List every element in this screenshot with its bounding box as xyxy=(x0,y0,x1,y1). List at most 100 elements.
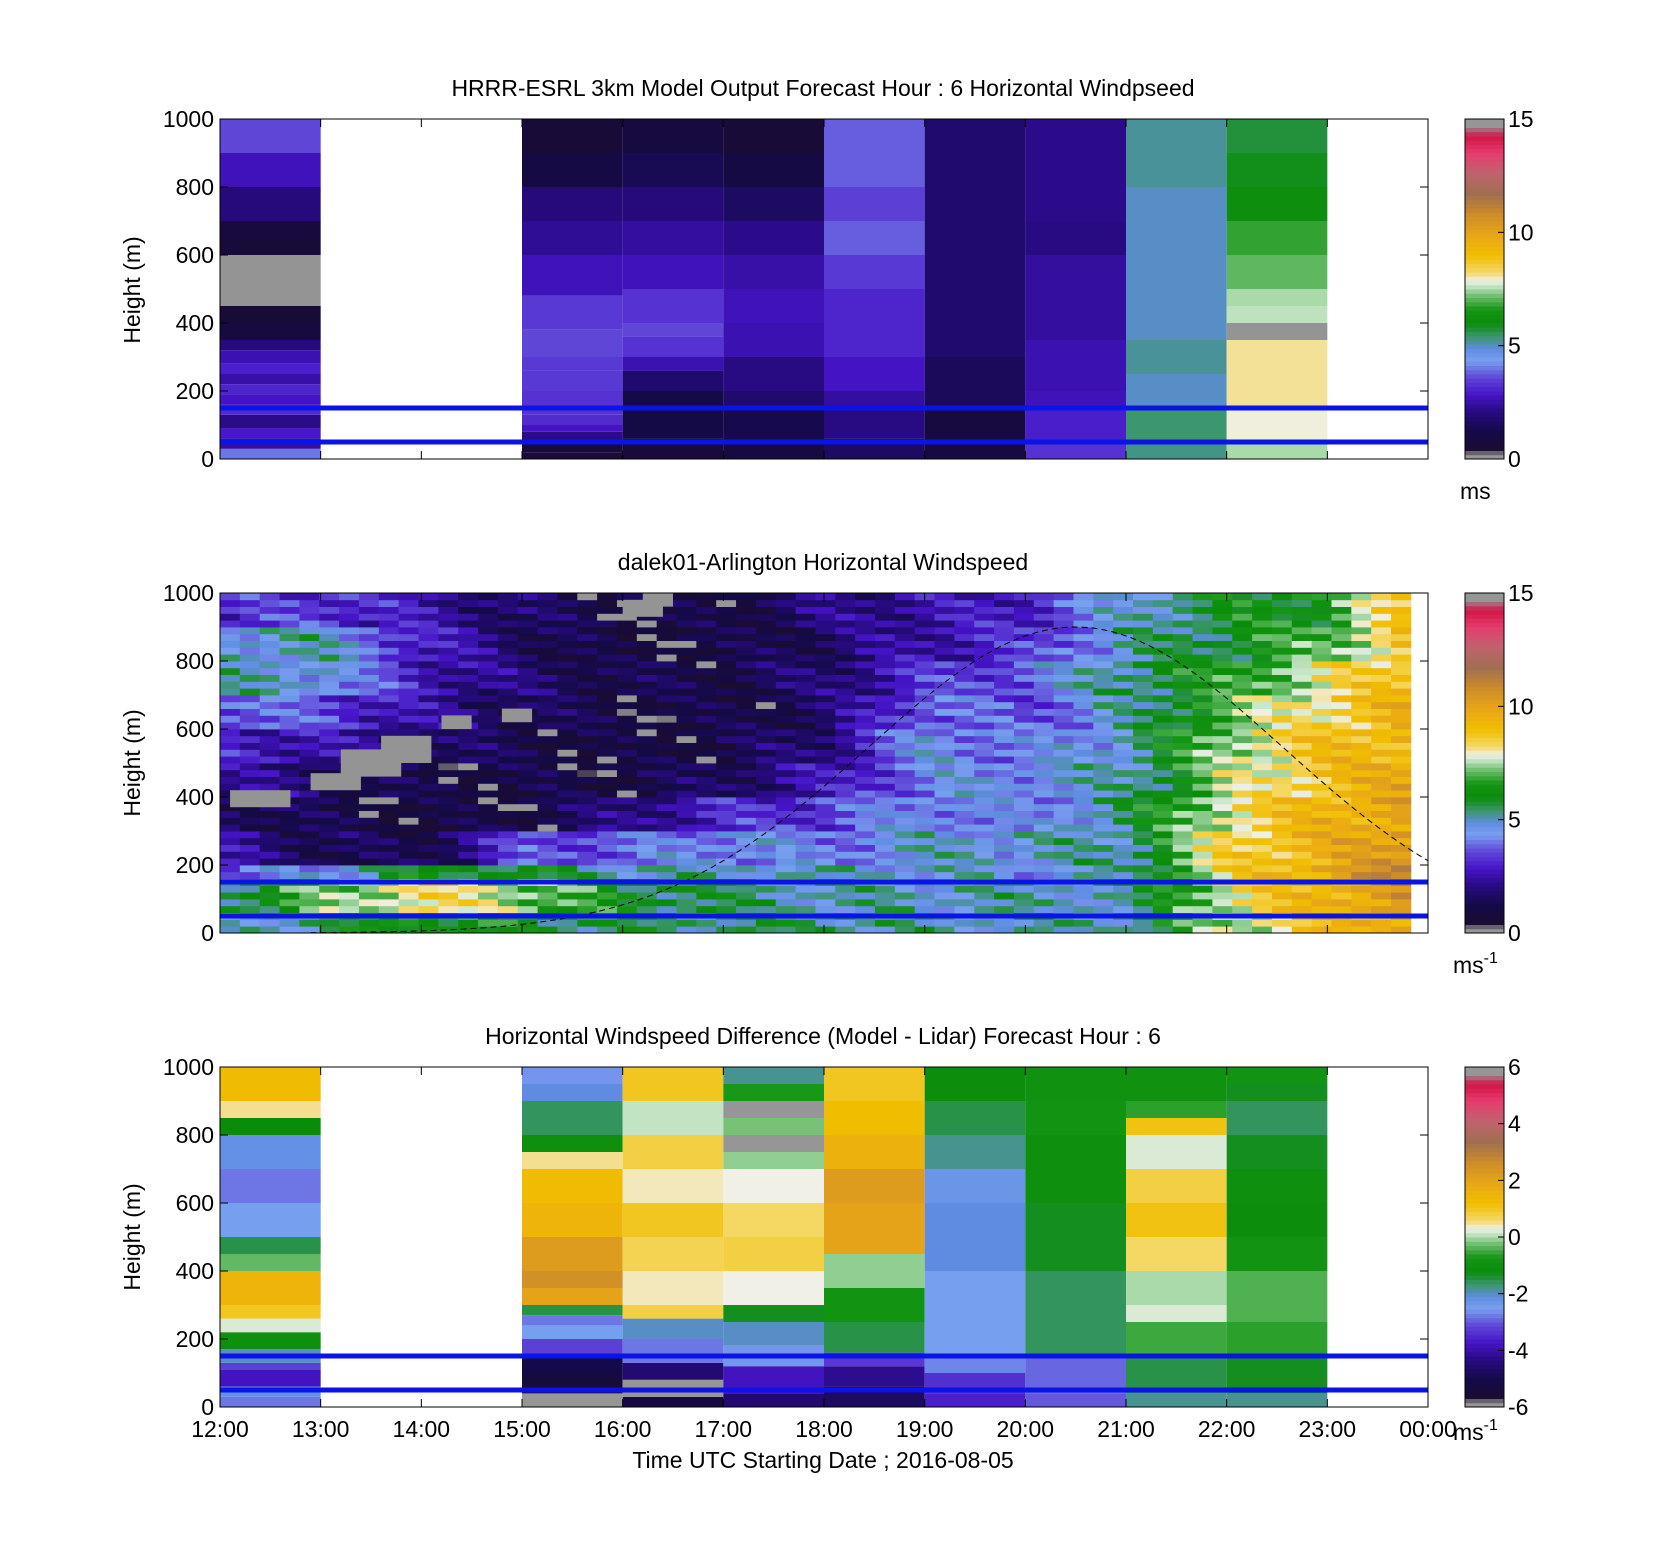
y-tick-label-2: 400 xyxy=(176,1258,214,1284)
heatmap-cell-p1-c16-r35 xyxy=(537,688,558,696)
colorbar-segment-3 xyxy=(1465,442,1504,447)
heatmap-cell-p1-c1-r17 xyxy=(239,810,261,818)
heatmap-cell-p1-c21-r31 xyxy=(636,715,658,723)
heatmap-cell-p1-c50-r10 xyxy=(1212,858,1233,866)
heatmap-cell-p1-c18-r39 xyxy=(577,661,598,669)
x-axis-label: Time UTC Starting Date ; 2016-08-05 xyxy=(632,1447,1013,1473)
heatmap-cell-p1-c41-r40 xyxy=(1033,654,1055,662)
colorbar-segment-47 xyxy=(1465,729,1504,734)
heatmap-cell-p1-c20-r24 xyxy=(616,763,638,771)
heatmap-cell-p1-c53-r25 xyxy=(1271,756,1293,764)
heatmap-cell-p1-c49-r10 xyxy=(1192,858,1213,866)
heatmap-cell-p1-c42-r35 xyxy=(1053,688,1074,696)
heatmap-cell-p1-c57-r32 xyxy=(1351,708,1372,716)
heatmap-cell-p1-c44-r38 xyxy=(1093,667,1114,675)
heatmap-cell-p1-c44-r36 xyxy=(1093,681,1114,689)
heatmap-cell-p1-c13-r21 xyxy=(478,783,499,791)
heatmap-cell-p1-c15-r28 xyxy=(517,735,538,743)
heatmap-cell-p1-c23-r32 xyxy=(676,708,697,716)
heatmap-cell-p1-c31-r27 xyxy=(835,742,856,750)
heatmap-cell-p1-c55-r3 xyxy=(1311,905,1332,913)
heatmap-cell-p1-c18-r47 xyxy=(577,606,598,614)
heatmap-cell-p1-c11-r6 xyxy=(438,885,459,893)
heatmap-cell-p1-c46-r31 xyxy=(1133,715,1154,723)
colorbar-segment-58 xyxy=(1465,1156,1504,1161)
heatmap-cell-p1-c57-r20 xyxy=(1351,790,1372,798)
heatmap-cell-p1-c43-r31 xyxy=(1073,715,1094,723)
heatmap-cell-p1-c10-r24 xyxy=(418,763,439,771)
heatmap-cell-p1-c42-r5 xyxy=(1053,892,1074,900)
heatmap-cell-p1-c4-r48 xyxy=(299,599,320,607)
heatmap-cell-p1-c24-r40 xyxy=(696,654,717,662)
heatmap-cell-p1-c25-r44 xyxy=(716,627,737,635)
heatmap-cell-p1-c6-r47 xyxy=(339,606,360,614)
heatmap-cell-p1-c7-r44 xyxy=(358,627,380,635)
heatmap-cell-p1-c28-r47 xyxy=(775,606,796,614)
heatmap-cell-p1-c14-r18 xyxy=(497,803,519,811)
heatmap-cell-p1-c18-r22 xyxy=(577,776,598,784)
heatmap-cell-p1-c33-r10 xyxy=(874,858,896,866)
x-tick-label-4: 16:00 xyxy=(594,1416,652,1442)
heatmap-cell-p1-c7-r22 xyxy=(358,776,380,784)
heatmap-cell-p1-c28-r31 xyxy=(775,715,796,723)
heatmap-cell-p1-c3-r24 xyxy=(279,763,300,771)
heatmap-cell-p1-c48-r22 xyxy=(1172,776,1193,784)
heatmap-cell-p1-c14-r39 xyxy=(497,661,519,669)
heatmap-cell-p1-c7-r15 xyxy=(358,824,380,832)
heatmap-cell-p2-c6-b6 xyxy=(1025,1067,1126,1101)
heatmap-cell-p1-c57-r0 xyxy=(1351,926,1372,934)
heatmap-cell-p1-c12-r27 xyxy=(458,742,479,750)
heatmap-cell-p1-c15-r1 xyxy=(517,919,538,927)
heatmap-cell-p1-c33-r33 xyxy=(874,701,896,709)
heatmap-cell-p0-c3-b0 xyxy=(723,442,824,459)
heatmap-cell-p1-c51-r40 xyxy=(1232,654,1253,662)
heatmap-cell-p1-c29-r47 xyxy=(795,606,816,614)
heatmap-cell-p1-c58-r12 xyxy=(1371,844,1392,852)
heatmap-cell-p1-c9-r29 xyxy=(398,729,419,737)
heatmap-cell-p1-c55-r17 xyxy=(1311,810,1332,818)
heatmap-cell-p0-c8-b3 xyxy=(1226,323,1328,340)
colorbar-segment-42 xyxy=(1465,1224,1504,1229)
heatmap-cell-p1-c27-r15 xyxy=(755,824,777,832)
heatmap-cell-p1-c5-r28 xyxy=(319,735,340,743)
heatmap-cell-p1-c27-r22 xyxy=(755,776,777,784)
heatmap-cell-p1-c33-r48 xyxy=(874,599,896,607)
heatmap-cell-p1-c28-r32 xyxy=(775,708,796,716)
heatmap-cell-p1-c3-r49 xyxy=(279,593,300,601)
heatmap-cell-p1-c18-r16 xyxy=(577,817,598,825)
heatmap-cell-p1-c11-r35 xyxy=(438,688,459,696)
heatmap-cell-p1-c0-r37 xyxy=(220,674,241,682)
heatmap-cell-p1-c31-r15 xyxy=(835,824,856,832)
heatmap-cell-p1-c50-r45 xyxy=(1212,620,1233,628)
heatmap-cell-p1-c47-r1 xyxy=(1152,919,1174,927)
colorbar-segment-57 xyxy=(1465,1160,1504,1166)
heatmap-cell-p1-c30-r13 xyxy=(815,837,836,845)
heatmap-cell-p1-c31-r48 xyxy=(835,599,856,607)
heatmap-cell-p1-c43-r39 xyxy=(1073,661,1094,669)
heatmap-cell-p1-c19-r27 xyxy=(597,742,618,750)
heatmap-cell-p1-c27-r23 xyxy=(755,769,777,777)
heatmap-cell-p1-c19-r49 xyxy=(597,593,618,601)
heatmap-cell-p1-c50-r19 xyxy=(1212,797,1233,805)
heatmap-cell-p0-c0-b12 xyxy=(220,306,321,323)
heatmap-cell-p1-c51-r45 xyxy=(1232,620,1253,628)
heatmap-cell-p2-c0-b11 xyxy=(220,1203,321,1237)
heatmap-cell-p1-c6-r46 xyxy=(339,613,360,621)
heatmap-cell-p1-c53-r20 xyxy=(1271,790,1293,798)
heatmap-cell-p1-c48-r9 xyxy=(1172,865,1193,873)
heatmap-cell-p1-c1-r4 xyxy=(239,899,261,907)
heatmap-cell-p1-c12-r10 xyxy=(458,858,479,866)
heatmap-cell-p1-c24-r27 xyxy=(696,742,717,750)
heatmap-cell-p0-c2-b1 xyxy=(622,391,724,439)
heatmap-cell-p1-c51-r20 xyxy=(1232,790,1253,798)
heatmap-cell-p1-c59-r23 xyxy=(1391,769,1412,777)
colorbar-tick-label-0: 0 xyxy=(1508,920,1521,946)
heatmap-cell-p1-c39-r41 xyxy=(994,647,1015,655)
heatmap-cell-p0-c5-b1 xyxy=(924,357,1026,408)
colorbar-segment-62 xyxy=(1465,191,1504,196)
heatmap-cell-p1-c0-r47 xyxy=(220,606,241,614)
heatmap-cell-p1-c8-r19 xyxy=(378,797,400,805)
heatmap-cell-p1-c22-r20 xyxy=(656,790,677,798)
colorbar-segment-70 xyxy=(1465,157,1504,162)
heatmap-cell-p1-c4-r5 xyxy=(299,892,320,900)
